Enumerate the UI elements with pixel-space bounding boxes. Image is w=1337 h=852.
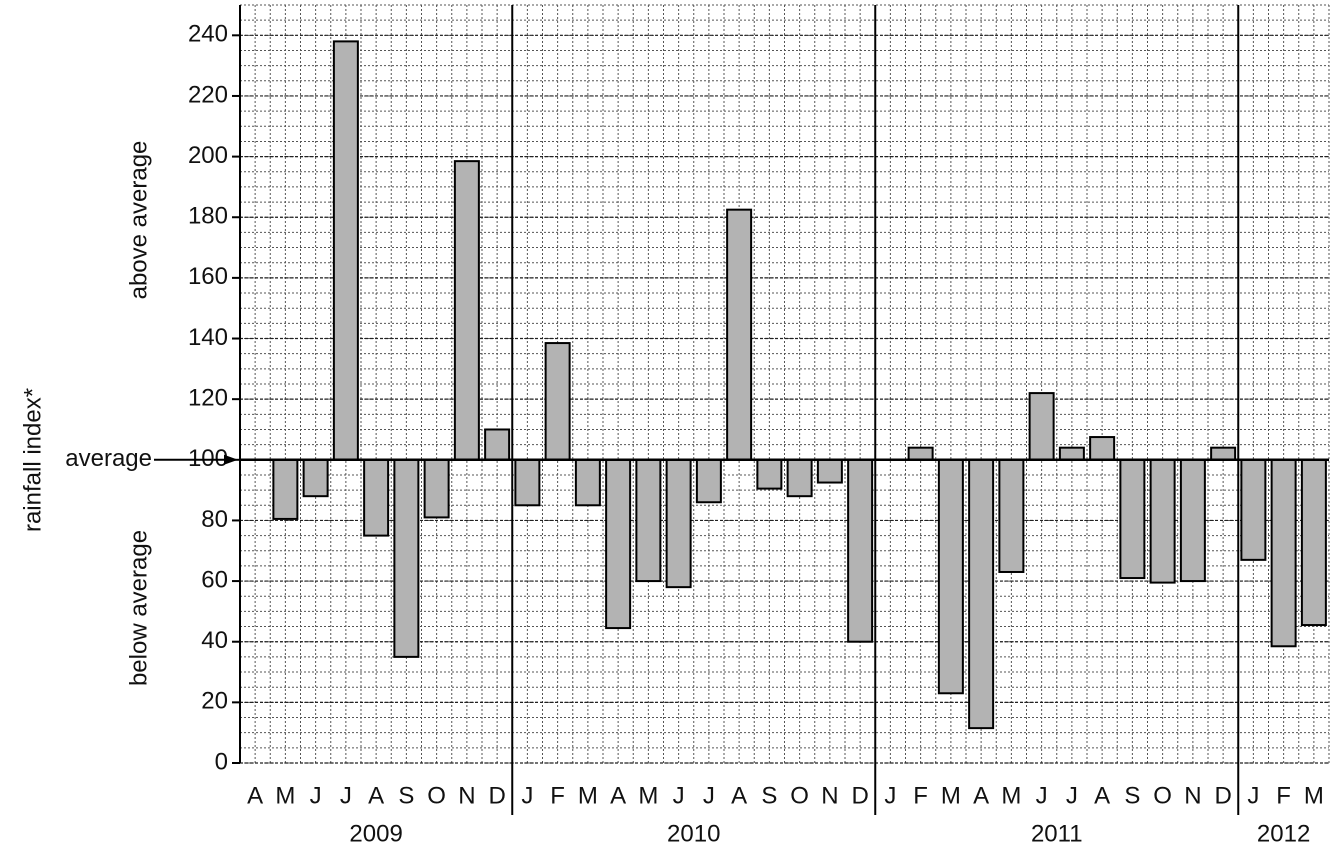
y-axis-label: rainfall index* <box>19 388 46 532</box>
y-tick-label: 220 <box>188 81 228 108</box>
bar <box>574 458 601 507</box>
bar <box>423 458 450 519</box>
bar <box>756 458 783 490</box>
x-tick-label: A <box>610 782 626 809</box>
x-tick-label: M <box>638 782 658 809</box>
bar <box>1058 446 1085 461</box>
bar <box>1270 458 1297 648</box>
bar <box>484 428 511 461</box>
bar <box>695 458 722 504</box>
lower-label: below average <box>125 530 152 686</box>
bar <box>1149 458 1176 584</box>
x-tick-label: J <box>340 782 352 809</box>
x-tick-label: J <box>1247 782 1259 809</box>
x-tick-label: D <box>1214 782 1231 809</box>
y-tick-label: 160 <box>188 263 228 290</box>
x-tick-label: S <box>761 782 777 809</box>
bar <box>514 458 541 507</box>
bar <box>816 458 843 484</box>
bar <box>453 160 480 461</box>
bar <box>998 458 1025 573</box>
x-tick-label: O <box>1153 782 1172 809</box>
x-tick-label: M <box>941 782 961 809</box>
bar <box>665 458 692 589</box>
bar <box>544 342 571 461</box>
x-tick-label: M <box>578 782 598 809</box>
x-tick-label: M <box>275 782 295 809</box>
x-tick-label: F <box>1276 782 1291 809</box>
bar <box>1240 458 1267 561</box>
x-tick-label: D <box>488 782 505 809</box>
x-tick-label: A <box>1094 782 1110 809</box>
year-label: 2011 <box>1031 820 1083 847</box>
x-tick-label: N <box>821 782 838 809</box>
x-tick-label: N <box>1184 782 1201 809</box>
arrow-head <box>224 454 238 465</box>
bar <box>726 208 753 461</box>
x-tick-label: O <box>790 782 809 809</box>
x-tick-label: J <box>310 782 322 809</box>
bar <box>907 446 934 461</box>
bar <box>1210 446 1237 461</box>
x-tick-label: J <box>1066 782 1078 809</box>
y-tick-label: 140 <box>188 324 228 351</box>
x-tick-label: M <box>1304 782 1324 809</box>
y-tick-label: 240 <box>188 21 228 48</box>
bar <box>272 458 299 520</box>
bar <box>635 458 662 583</box>
y-tick-label: 20 <box>201 688 228 715</box>
x-tick-label: F <box>913 782 928 809</box>
bar <box>332 40 359 461</box>
x-tick-label: J <box>703 782 715 809</box>
y-tick-label: 60 <box>201 566 228 593</box>
y-tick-label: 80 <box>201 506 228 533</box>
y-tick-label: 120 <box>188 385 228 412</box>
y-tick-label: 200 <box>188 142 228 169</box>
y-tick-label: 100 <box>188 445 228 472</box>
x-tick-label: S <box>398 782 414 809</box>
bar <box>363 458 390 537</box>
bar <box>302 458 329 498</box>
x-tick-label: A <box>973 782 989 809</box>
upper-label: above average <box>125 141 152 300</box>
year-label: 2012 <box>1257 820 1310 847</box>
x-tick-label: J <box>673 782 685 809</box>
x-tick-label: N <box>458 782 475 809</box>
year-label: 2010 <box>667 820 720 847</box>
y-tick-label: 0 <box>215 748 228 775</box>
bar <box>847 458 874 643</box>
bar <box>1300 458 1327 627</box>
bar <box>393 458 420 658</box>
x-tick-label: J <box>521 782 533 809</box>
x-tick-label: J <box>1036 782 1048 809</box>
bar <box>1028 392 1055 461</box>
x-tick-label: D <box>851 782 868 809</box>
bar <box>605 458 632 630</box>
year-label: 2009 <box>349 820 402 847</box>
x-tick-label: O <box>427 782 446 809</box>
x-tick-label: M <box>1001 782 1021 809</box>
bar <box>968 458 995 730</box>
x-tick-label: A <box>368 782 384 809</box>
x-tick-label: J <box>884 782 896 809</box>
bar <box>1179 458 1206 583</box>
x-tick-label: A <box>731 782 747 809</box>
bar <box>1119 458 1146 580</box>
x-tick-label: F <box>550 782 565 809</box>
x-tick-label: S <box>1124 782 1140 809</box>
y-tick-label: 40 <box>201 627 228 654</box>
bar <box>786 458 813 498</box>
bar <box>937 458 964 695</box>
x-tick-label: A <box>247 782 263 809</box>
y-tick-label: 180 <box>188 203 228 230</box>
bar <box>1089 436 1116 461</box>
baseline-label: average <box>65 445 152 472</box>
